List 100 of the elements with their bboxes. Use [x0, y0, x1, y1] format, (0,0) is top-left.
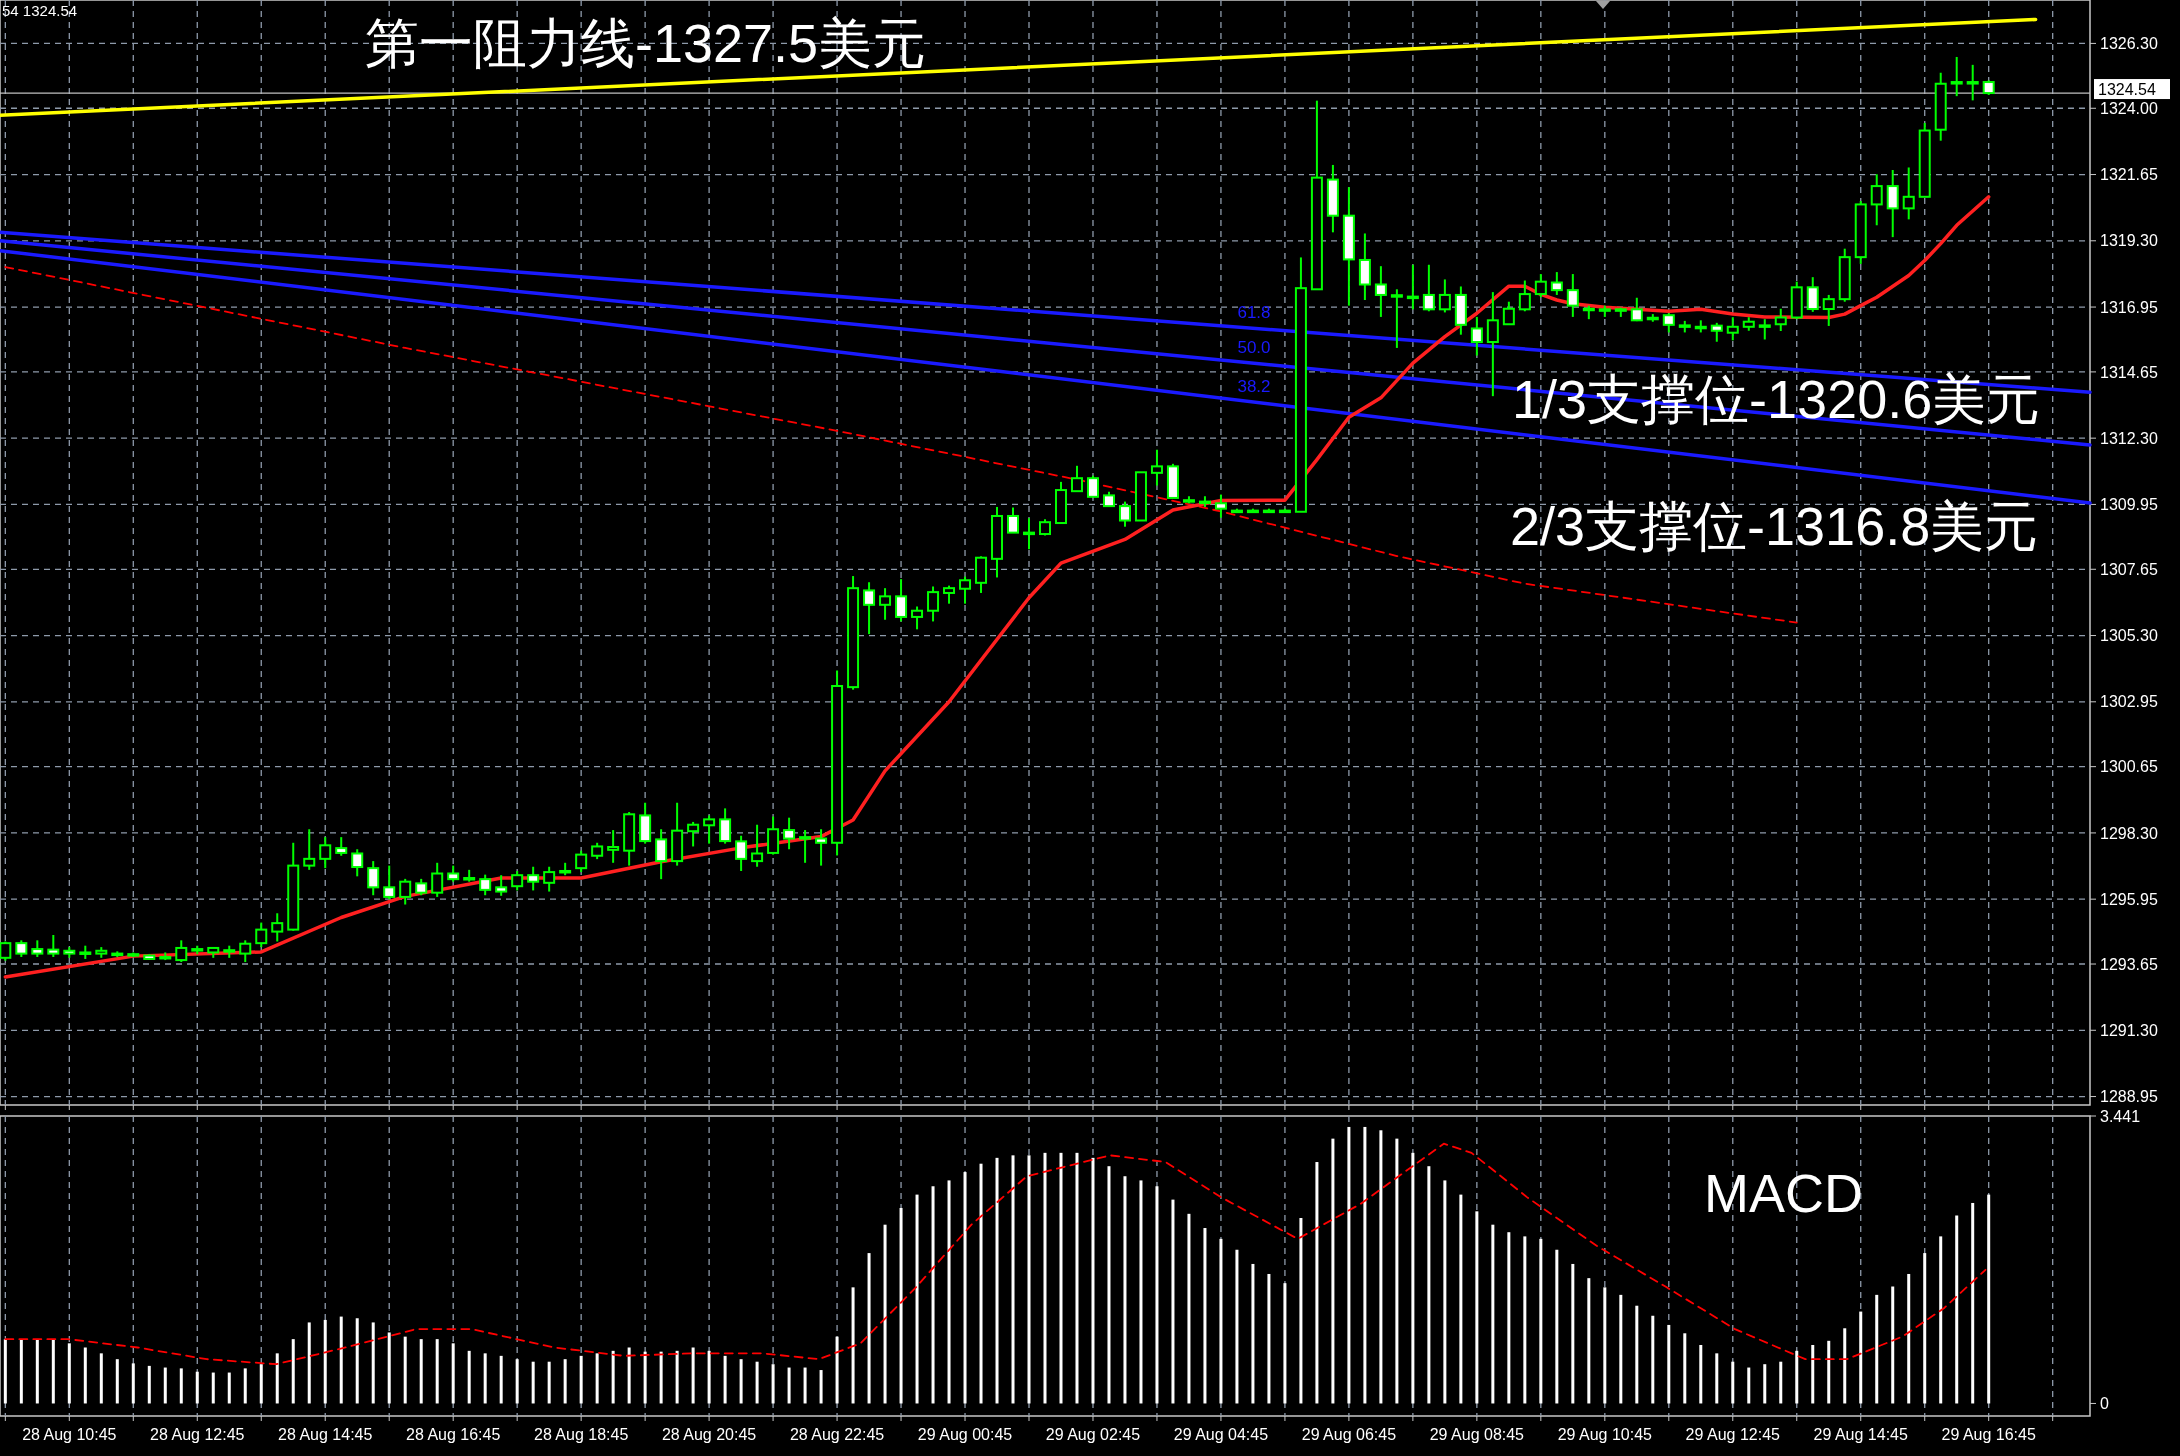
bar — [515, 1359, 519, 1404]
bar — [1667, 1324, 1671, 1404]
bar — [419, 1339, 423, 1404]
bar — [1315, 1162, 1319, 1404]
bar — [499, 1355, 503, 1404]
candlestick — [879, 587, 892, 621]
candlestick — [1534, 273, 1547, 299]
bar — [643, 1351, 647, 1404]
y-tick-label: 1316.95 — [2100, 298, 2158, 316]
bar — [1331, 1138, 1335, 1404]
annotation: 2/3支撑位-1316.8美元 — [1510, 496, 2039, 556]
candlestick — [863, 581, 876, 636]
bar — [963, 1172, 967, 1404]
bar — [163, 1367, 167, 1404]
y-tick-label: 1298.30 — [2100, 824, 2158, 842]
y-tick-label: 3.441 — [2100, 1107, 2141, 1125]
bar — [1507, 1232, 1511, 1404]
bar — [1715, 1353, 1719, 1404]
candlestick — [1886, 169, 1899, 239]
candlestick — [1902, 166, 1915, 221]
candlestick — [783, 816, 796, 851]
bar — [355, 1318, 359, 1404]
bar — [243, 1368, 247, 1404]
bar — [1363, 1126, 1367, 1404]
candlestick — [1518, 279, 1531, 313]
bar — [275, 1353, 279, 1404]
annotation: 第一阻力线-1327.5美元 — [365, 13, 927, 73]
bar — [1059, 1152, 1063, 1404]
bar — [1555, 1249, 1559, 1404]
bar — [707, 1350, 711, 1404]
bar — [435, 1339, 439, 1404]
bar — [579, 1355, 583, 1404]
bar — [1971, 1202, 1975, 1404]
bar — [659, 1351, 663, 1404]
y-tick-label: 1314.65 — [2100, 363, 2158, 381]
candlestick — [175, 939, 188, 964]
bar — [1075, 1152, 1079, 1404]
bar — [1267, 1273, 1271, 1404]
bar — [1171, 1199, 1175, 1404]
bar — [67, 1343, 71, 1404]
y-tick-label: 1319.30 — [2100, 232, 2158, 250]
bar — [835, 1336, 839, 1404]
bar — [1875, 1294, 1879, 1404]
bar — [1843, 1328, 1847, 1404]
bar — [1091, 1157, 1095, 1404]
bar — [1459, 1194, 1463, 1404]
candlestick — [1662, 312, 1675, 334]
bar — [1251, 1263, 1255, 1404]
bar — [451, 1343, 455, 1404]
bar — [403, 1336, 407, 1404]
candlestick — [703, 814, 716, 845]
y-tick-label: 1302.95 — [2100, 693, 2158, 711]
bar — [35, 1339, 39, 1404]
bar — [1987, 1194, 1991, 1404]
candlestick — [607, 829, 620, 864]
bar — [1011, 1155, 1015, 1404]
bar — [1539, 1238, 1543, 1404]
bar — [1939, 1236, 1943, 1404]
candlestick — [303, 828, 316, 871]
bar — [19, 1339, 23, 1404]
bar — [787, 1367, 791, 1404]
candlestick — [383, 864, 396, 901]
candlestick — [47, 933, 60, 958]
candlestick — [751, 823, 764, 868]
bar — [1027, 1155, 1031, 1404]
y-tick-label: 1309.95 — [2100, 496, 2158, 514]
candlestick — [1470, 315, 1483, 357]
bar — [1795, 1350, 1799, 1404]
candlestick — [1502, 300, 1515, 326]
bar — [1235, 1249, 1239, 1404]
x-tick-label: 29 Aug 04:45 — [1173, 1426, 1269, 1443]
bar — [1811, 1344, 1815, 1404]
candlestick — [1726, 316, 1739, 342]
candlestick — [543, 865, 556, 893]
candlestick — [495, 874, 508, 897]
bar — [179, 1368, 183, 1404]
candlestick — [1566, 273, 1579, 318]
bar — [115, 1359, 119, 1404]
bar — [1923, 1253, 1927, 1404]
candlestick — [799, 829, 812, 864]
y-tick-label: 1321.65 — [2100, 166, 2158, 184]
candlestick — [1950, 55, 1963, 98]
bar — [1155, 1186, 1159, 1404]
candlestick — [735, 834, 748, 872]
x-tick-label: 29 Aug 16:45 — [1941, 1426, 2036, 1443]
bar — [611, 1350, 615, 1404]
bar — [147, 1365, 151, 1404]
candlestick — [431, 861, 444, 898]
candlestick — [239, 939, 252, 964]
candlestick — [1806, 276, 1819, 313]
y-tick-label: 1291.30 — [2100, 1021, 2158, 1039]
bar — [51, 1339, 55, 1404]
candlestick — [1486, 291, 1499, 398]
bar — [995, 1157, 999, 1404]
series-label: 50.0 — [1237, 338, 1271, 358]
bar — [723, 1355, 727, 1404]
candlestick — [895, 578, 908, 623]
bar — [1763, 1364, 1767, 1404]
candlestick — [1550, 271, 1563, 296]
bar — [1347, 1126, 1351, 1404]
